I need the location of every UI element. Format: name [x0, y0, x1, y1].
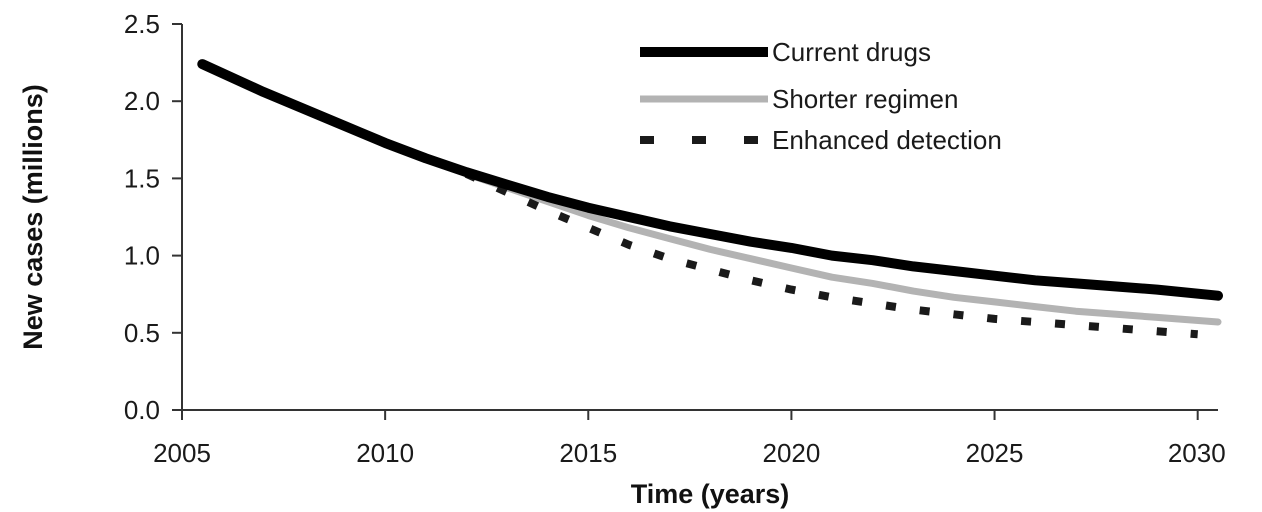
x-tick-label: 2005: [153, 438, 211, 468]
x-tick-label: 2010: [356, 438, 414, 468]
x-tick-label: 2015: [559, 438, 617, 468]
x-ticks: 2005 2010 2015 2020 2025 2030: [153, 410, 1226, 468]
y-tick-label: 0.0: [124, 395, 160, 425]
legend: Current drugs Shorter regimen Enhanced d…: [640, 37, 1002, 155]
x-tick-label: 2020: [762, 438, 820, 468]
plot-area: [197, 59, 1223, 339]
y-tick-label: 1.5: [124, 163, 160, 193]
series-line-shorter-regimen: [462, 170, 1222, 326]
axes: [181, 24, 1218, 411]
series-line-current-drugs: [197, 59, 1223, 301]
legend-label-shorter-regimen: Shorter regimen: [772, 84, 958, 114]
x-axis-title: Time (years): [631, 479, 790, 509]
x-tick-label: 2030: [1168, 438, 1226, 468]
legend-label-current-drugs: Current drugs: [772, 37, 931, 67]
y-axis-title: New cases (millions): [18, 84, 48, 350]
y-tick-label: 1.0: [124, 241, 160, 271]
x-tick-label: 2025: [966, 438, 1024, 468]
y-tick-label: 2.0: [124, 86, 160, 116]
y-tick-label: 0.5: [124, 318, 160, 348]
legend-label-enhanced-detection: Enhanced detection: [772, 125, 1002, 155]
y-tick-label: 2.5: [124, 9, 160, 39]
y-ticks: 0.0 0.5 1.0 1.5 2.0 2.5: [124, 9, 182, 425]
